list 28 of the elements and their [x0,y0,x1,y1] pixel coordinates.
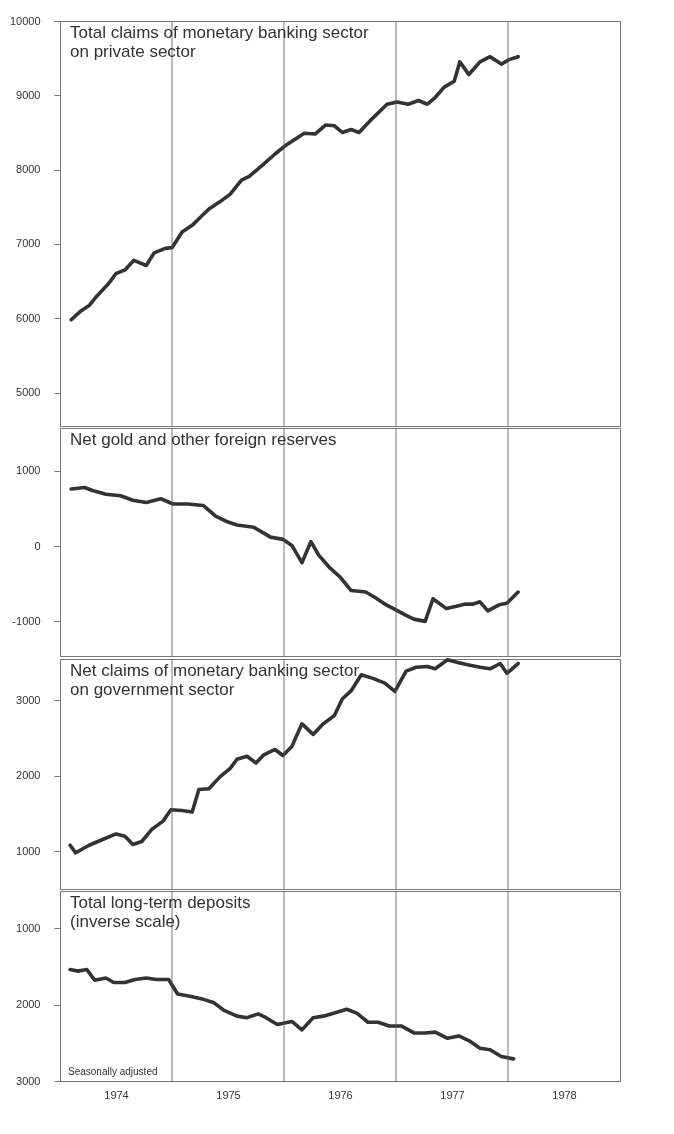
line-series [68,967,516,1061]
x-tick-label: 1976 [328,1088,353,1101]
x-tick-label: 1978 [552,1088,577,1101]
y-tick-label: 8000 [16,163,41,176]
y-tick-label: 2000 [16,998,41,1011]
chart-title: Net gold and other foreign reserves [70,430,337,449]
line-series [68,657,520,855]
y-tick-label: 9000 [16,88,41,101]
y-tick-label: 3000 [16,693,41,706]
y-tick-label: 7000 [16,237,41,250]
text: Net claims of monetary banking sector on government sector [70,661,360,699]
y-tick-label: 1000 [16,464,41,477]
y-tick-label: 5000 [16,386,41,399]
line-series [69,485,520,624]
x-tick-label: 1977 [440,1088,465,1101]
x-tick-label: 1975 [216,1088,241,1101]
y-tick-label: 1000 [16,844,41,857]
y-tick-label: 0 [34,539,41,552]
text: Total long-term deposits (inverse scale) [70,893,251,931]
y-tick-label: 10000 [9,14,41,27]
y-tick-label: 3000 [16,1074,41,1087]
x-tick-label: 1974 [104,1088,129,1101]
y-tick-label: 6000 [16,311,41,324]
y-tick-label: -1000 [12,614,41,627]
y-tick-label: 1000 [16,921,41,934]
text: Total claims of monetary banking sector on private sector [70,23,369,61]
y-tick-label: 2000 [16,769,41,782]
annotation: Seasonally adjusted [68,1066,158,1077]
